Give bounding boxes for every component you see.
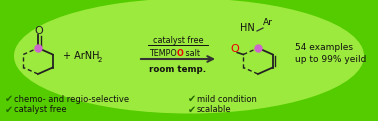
Text: + ArNH: + ArNH	[63, 51, 99, 61]
Text: chemo- and regio-selective: chemo- and regio-selective	[14, 95, 129, 103]
Text: room temp.: room temp.	[149, 65, 206, 74]
Text: O: O	[177, 49, 184, 57]
Text: O: O	[230, 45, 239, 54]
Ellipse shape	[14, 0, 364, 113]
Text: HN: HN	[240, 23, 255, 33]
Text: catalyst free: catalyst free	[14, 106, 67, 114]
Text: mild condition: mild condition	[197, 95, 257, 103]
Text: ✔: ✔	[188, 94, 196, 104]
Text: Ar: Ar	[263, 18, 273, 27]
Text: up to 99% yeild: up to 99% yeild	[295, 56, 366, 64]
Text: ✔: ✔	[5, 105, 13, 115]
Text: catalyst free: catalyst free	[153, 36, 203, 45]
Text: 54 examples: 54 examples	[295, 44, 353, 53]
Text: O: O	[35, 26, 43, 36]
Text: 2: 2	[98, 57, 102, 63]
Text: TEMPO: TEMPO	[149, 49, 177, 57]
Text: salt: salt	[183, 49, 200, 57]
Text: scalable: scalable	[197, 106, 232, 114]
Text: ✔: ✔	[5, 94, 13, 104]
Text: ✔: ✔	[188, 105, 196, 115]
